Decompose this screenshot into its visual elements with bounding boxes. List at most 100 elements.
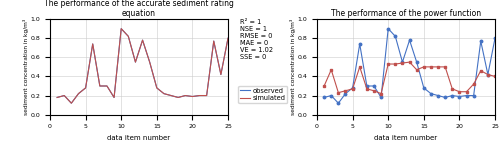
simulated [190,96,196,97]
Line: observed: observed [323,27,496,105]
simulated [182,95,188,96]
simulated [356,66,362,68]
simulated [146,61,152,63]
simulated [68,102,74,104]
Title: The performance of the accurate sediment rating
equation: The performance of the accurate sediment… [44,0,234,18]
simulated [61,95,67,96]
simulated [406,61,412,63]
Text: R² = 1
NSE = 1
RMSE = 0
MAE = 0
VE = 1.02
SSE = 0: R² = 1 NSE = 1 RMSE = 0 MAE = 0 VE = 1.0… [240,19,274,60]
simulated [428,66,434,68]
simulated [140,39,145,41]
simulated [118,28,124,30]
simulated [336,92,342,94]
simulated [385,63,391,65]
observed [90,43,96,45]
observed [76,93,82,95]
observed [442,97,448,98]
observed [421,87,427,89]
observed [211,40,217,42]
simulated [364,88,370,90]
simulated [211,40,217,42]
simulated [82,87,88,89]
simulated [54,97,60,98]
simulated [450,88,456,90]
simulated [371,90,377,92]
simulated [196,95,202,96]
observed [175,97,181,98]
simulated [97,85,103,87]
observed [492,37,498,39]
simulated [470,83,476,85]
observed [371,85,377,87]
simulated [378,93,384,95]
simulated [204,95,210,96]
observed [385,28,391,30]
simulated [421,66,427,68]
observed [342,93,348,95]
observed [400,61,406,63]
observed [190,96,196,97]
simulated [478,70,484,72]
simulated [218,74,224,75]
observed [225,37,231,39]
observed [392,35,398,37]
Line: observed: observed [57,29,228,103]
observed [378,97,384,98]
simulated [104,85,110,87]
simulated [442,66,448,68]
Line: simulated: simulated [323,61,496,95]
simulated [392,63,398,65]
observed [54,97,60,98]
simulated [456,91,462,93]
simulated [168,95,174,96]
observed [478,40,484,42]
observed [182,95,188,96]
simulated [414,69,420,71]
observed [218,74,224,75]
simulated [464,91,469,93]
observed [356,43,362,45]
observed [435,95,441,96]
Legend: observed, simulated: observed, simulated [238,86,288,103]
observed [104,85,110,87]
observed [168,95,174,96]
Line: simulated: simulated [57,29,228,103]
observed [97,85,103,87]
observed [464,95,469,96]
simulated [76,93,82,95]
observed [146,61,152,63]
observed [68,102,74,104]
simulated [225,37,231,39]
observed [140,39,145,41]
observed [470,95,476,96]
simulated [400,62,406,64]
observed [161,93,167,95]
X-axis label: data item number: data item number [374,135,438,141]
observed [414,61,420,63]
simulated [492,76,498,77]
observed [118,28,124,30]
Title: The performance of the power function: The performance of the power function [331,9,481,18]
simulated [342,90,348,92]
observed [450,95,456,96]
observed [321,97,327,98]
observed [154,87,160,89]
simulated [132,61,138,63]
simulated [485,74,491,75]
Y-axis label: sediment concentration in kg/m³: sediment concentration in kg/m³ [23,19,29,115]
observed [336,102,342,104]
observed [132,61,138,63]
simulated [328,69,334,71]
observed [485,74,491,75]
observed [61,95,67,96]
simulated [126,35,132,37]
simulated [111,97,117,98]
simulated [350,88,356,90]
observed [406,39,412,41]
simulated [435,66,441,68]
observed [126,35,132,37]
observed [364,85,370,87]
observed [196,95,202,96]
simulated [321,85,327,87]
simulated [175,97,181,98]
